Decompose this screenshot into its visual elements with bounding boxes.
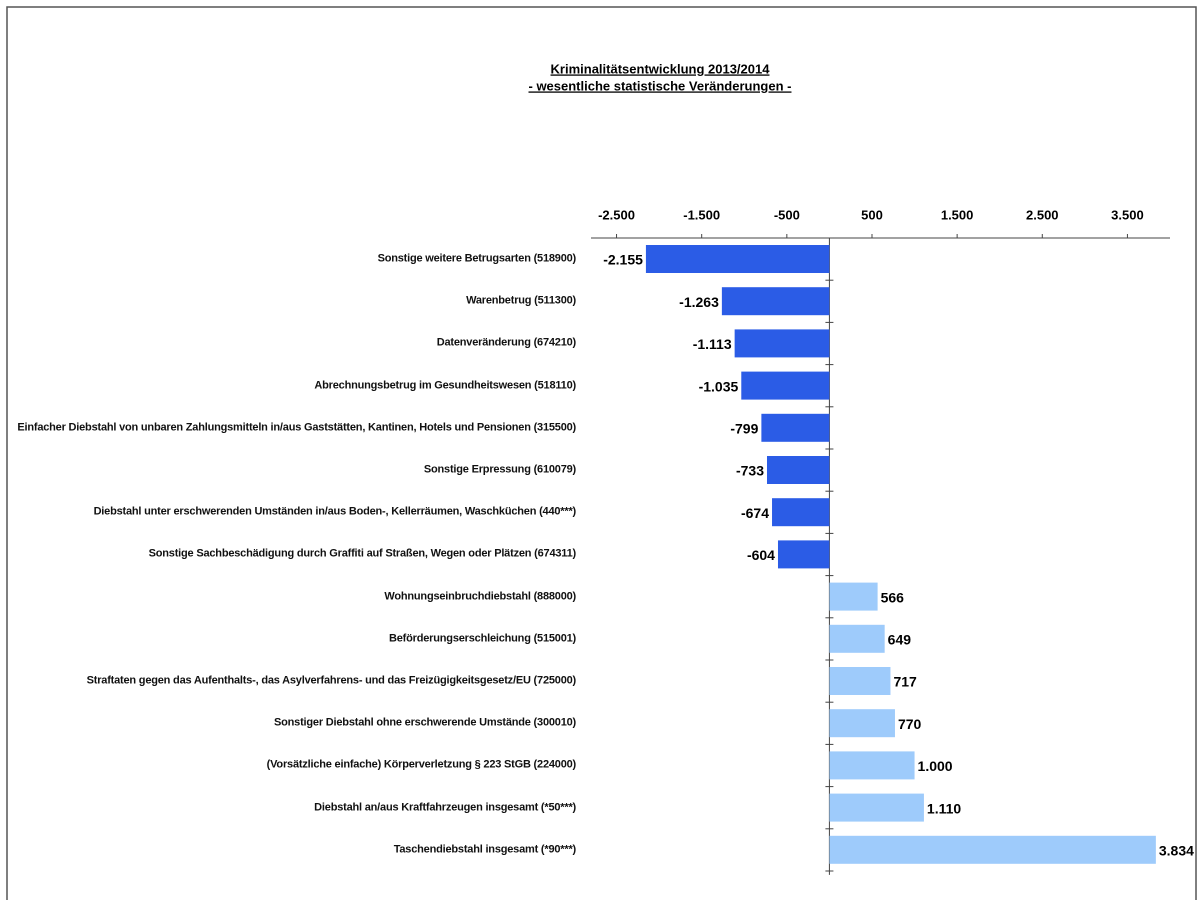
value-label: 717	[893, 674, 917, 690]
value-label: 1.110	[927, 800, 961, 816]
category-label: (Vorsätzliche einfache) Körperverletzung…	[266, 758, 577, 771]
value-label: 649	[888, 632, 912, 648]
bar	[777, 540, 830, 569]
bar	[829, 667, 891, 695]
bar	[772, 498, 830, 527]
x-tick-label: 1.500	[941, 207, 974, 222]
category-label: Beförderungserschleichung (515001)	[389, 632, 576, 645]
x-tick-label: 500	[861, 207, 883, 222]
x-tick-label: -500	[774, 207, 800, 222]
value-label: -674	[741, 505, 769, 521]
value-label: -733	[736, 463, 764, 479]
bar	[829, 793, 924, 822]
bar	[761, 413, 830, 442]
bar	[829, 835, 1156, 864]
value-label: 770	[898, 716, 922, 732]
bar	[829, 624, 885, 653]
x-tick-label: -1.500	[683, 207, 720, 222]
bar	[721, 287, 830, 316]
bar	[829, 751, 915, 780]
category-label: Sonstige Erpressung (610079)	[423, 463, 576, 476]
category-label: Warenbetrug (511300)	[466, 294, 576, 307]
category-label: Sonstige Sachbeschädigung durch Graffiti…	[148, 547, 577, 560]
category-label: Einfacher Diebstahl von unbaren Zahlungs…	[17, 421, 576, 434]
category-label: Straftaten gegen das Aufenthalts-, das A…	[86, 674, 577, 687]
bar	[645, 245, 830, 273]
category-label: Diebstahl unter erschwerenden Umständen …	[93, 505, 577, 518]
category-label: Sonstige weitere Betrugsarten (518900)	[377, 252, 577, 265]
bar	[829, 582, 878, 611]
value-label: -799	[730, 421, 758, 437]
value-label: 3.834	[1159, 843, 1194, 859]
value-label: -1.035	[699, 378, 739, 394]
value-label: -604	[747, 547, 775, 563]
category-label: Datenveränderung (674210)	[436, 336, 576, 349]
category-label: Taschendiebstahl insgesamt (*90***)	[393, 843, 577, 856]
value-label: -1.263	[679, 294, 719, 310]
frame	[6, 6, 1197, 900]
category-label: Wohnungseinbruchdiebstahl (888000)	[384, 590, 576, 603]
category-label: Sonstiger Diebstahl ohne erschwerende Um…	[274, 716, 576, 729]
x-tick-label: -2.500	[598, 207, 635, 222]
category-label: Abrechnungsbetrug im Gesundheitswesen (5…	[314, 379, 576, 392]
value-label: -2.155	[603, 252, 643, 268]
value-label: -1.113	[693, 336, 732, 352]
chart-title: Kriminalitätsentwicklung 2013/2014	[551, 61, 771, 76]
bar	[829, 709, 895, 738]
bar	[741, 371, 830, 400]
x-tick-label: 2.500	[1026, 207, 1059, 222]
bar	[734, 329, 830, 358]
chart-subtitle: - wesentliche statistische Veränderungen…	[529, 78, 792, 93]
value-label: 566	[881, 589, 905, 605]
bar	[766, 456, 830, 484]
value-label: 1.000	[918, 758, 953, 774]
x-tick-label: 3.500	[1111, 207, 1144, 222]
category-label: Diebstahl an/aus Kraftfahrzeugen insgesa…	[314, 801, 576, 814]
